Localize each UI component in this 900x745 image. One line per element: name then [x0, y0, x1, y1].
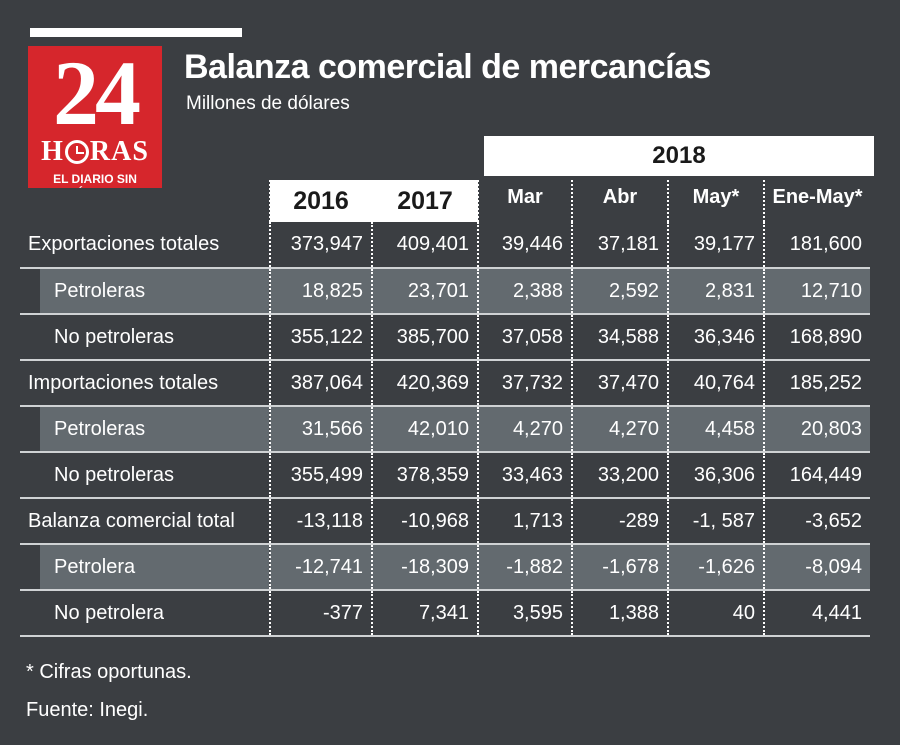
- row-label: No petrolera: [20, 590, 270, 637]
- table-row: Petrolera -12,741 -18,309 -1,882 -1,678 -1,62…: [20, 544, 870, 591]
- table-cell: -377: [269, 590, 372, 637]
- source-note: Fuente: Inegi.: [26, 699, 149, 721]
- row-label: Petroleras: [20, 268, 270, 315]
- table-cell: 37,732: [477, 360, 572, 407]
- logo-tagline: EL DIARIO SIN LÍMITES: [53, 172, 137, 188]
- table-row: Importaciones totales 387,064 420,369 37,73…: [20, 360, 870, 407]
- table-cell: -12,741: [269, 544, 372, 591]
- table-cell: -3,652: [763, 498, 870, 545]
- table-cell: 164,449: [763, 452, 870, 499]
- table-cell: 40: [667, 590, 764, 637]
- table-row: No petroleras 355,499 378,359 33,463 33,200 3…: [20, 452, 870, 499]
- table-cell: 1,713: [477, 498, 572, 545]
- clock-icon: [64, 140, 89, 164]
- table-cell: 36,306: [667, 452, 764, 499]
- table-row: Petroleras 18,825 23,701 2,388 2,592 2,831 12,…: [20, 268, 870, 315]
- table-cell: 4,458: [667, 406, 764, 453]
- column-header: May*: [667, 180, 764, 222]
- logo-word-right: RAS: [89, 136, 149, 167]
- table-row: No petrolera -377 7,341 3,595 1,388 40 4,441: [20, 590, 870, 637]
- table-cell: 378,359: [371, 452, 478, 499]
- table-row: Exportaciones totales 373,947 409,401 39,44…: [20, 222, 870, 269]
- table-row: No petroleras 355,122 385,700 37,058 34,588 3…: [20, 314, 870, 361]
- table-cell: 409,401: [371, 222, 478, 269]
- row-label: Petroleras: [20, 406, 270, 453]
- table-cell: 18,825: [269, 268, 372, 315]
- table-cell: 4,441: [763, 590, 870, 637]
- table-cell: 40,764: [667, 360, 764, 407]
- 24-horas-logo: 24 H RAS EL DIARIO SIN LÍMITES: [28, 46, 162, 188]
- table-cell: 20,803: [763, 406, 870, 453]
- row-label: No petroleras: [20, 452, 270, 499]
- table-cell: -1, 587: [667, 498, 764, 545]
- table-cell: 37,470: [571, 360, 668, 407]
- logo-word-left: H: [41, 136, 64, 167]
- table-cell: 355,122: [269, 314, 372, 361]
- table-row: Petroleras 31,566 42,010 4,270 4,270 4,458 20,…: [20, 406, 870, 453]
- column-header: Mar: [477, 180, 572, 222]
- table-cell: 181,600: [763, 222, 870, 269]
- trade-balance-table: 2016 2017 Mar Abr May* Ene-May* Exportac…: [20, 180, 870, 637]
- table-cell: -289: [571, 498, 668, 545]
- table-cell: 3,595: [477, 590, 572, 637]
- table-cell: 2,592: [571, 268, 668, 315]
- top-accent-bar: [30, 28, 242, 37]
- logo-number: 24: [53, 46, 141, 144]
- row-label: Petrolera: [20, 544, 270, 591]
- table-cell: 39,446: [477, 222, 572, 269]
- table-cell: 4,270: [477, 406, 572, 453]
- table-cell: 387,064: [269, 360, 372, 407]
- table-cell: -10,968: [371, 498, 478, 545]
- chart-title: Balanza comercial de mercancías: [184, 48, 711, 86]
- table-cell: 373,947: [269, 222, 372, 269]
- row-label: Balanza comercial total: [20, 498, 270, 545]
- table-cell: 33,200: [571, 452, 668, 499]
- table-cell: 4,270: [571, 406, 668, 453]
- column-header: Ene-May*: [763, 180, 870, 222]
- table-cell: -13,118: [269, 498, 372, 545]
- row-label: Importaciones totales: [20, 360, 270, 407]
- table-cell: 34,588: [571, 314, 668, 361]
- table-cell: 168,890: [763, 314, 870, 361]
- table-cell: 42,010: [371, 406, 478, 453]
- year-group-header: 2018: [484, 136, 874, 176]
- table-cell: -18,309: [371, 544, 478, 591]
- table-cell: 36,346: [667, 314, 764, 361]
- row-label: Exportaciones totales: [20, 222, 270, 269]
- table-body: Exportaciones totales 373,947 409,401 39,44…: [20, 222, 870, 637]
- table-cell: -1,626: [667, 544, 764, 591]
- table-cell: 2,388: [477, 268, 572, 315]
- footnote: * Cifras oportunas.: [26, 661, 192, 683]
- table-cell: -8,094: [763, 544, 870, 591]
- table-cell: 37,058: [477, 314, 572, 361]
- table-cell: 385,700: [371, 314, 478, 361]
- table-cell: 420,369: [371, 360, 478, 407]
- table-cell: 12,710: [763, 268, 870, 315]
- table-cell: 185,252: [763, 360, 870, 407]
- table-cell: 355,499: [269, 452, 372, 499]
- table-cell: 2,831: [667, 268, 764, 315]
- column-header: 2017: [371, 180, 478, 222]
- table-cell: 31,566: [269, 406, 372, 453]
- column-header: Abr: [571, 180, 668, 222]
- header-corner: [20, 180, 270, 222]
- table-cell: 1,388: [571, 590, 668, 637]
- table-cell: 39,177: [667, 222, 764, 269]
- column-header-row: 2016 2017 Mar Abr May* Ene-May*: [20, 180, 870, 222]
- table-cell: -1,882: [477, 544, 572, 591]
- chart-subtitle: Millones de dólares: [186, 93, 350, 114]
- column-header: 2016: [269, 180, 372, 222]
- row-label: No petroleras: [20, 314, 270, 361]
- logo-wordmark: H RAS: [28, 138, 162, 166]
- table-cell: -1,678: [571, 544, 668, 591]
- table-cell: 37,181: [571, 222, 668, 269]
- table-row: Balanza comercial total -13,118 -10,968 1,7…: [20, 498, 870, 545]
- table-cell: 33,463: [477, 452, 572, 499]
- table-cell: 7,341: [371, 590, 478, 637]
- table-cell: 23,701: [371, 268, 478, 315]
